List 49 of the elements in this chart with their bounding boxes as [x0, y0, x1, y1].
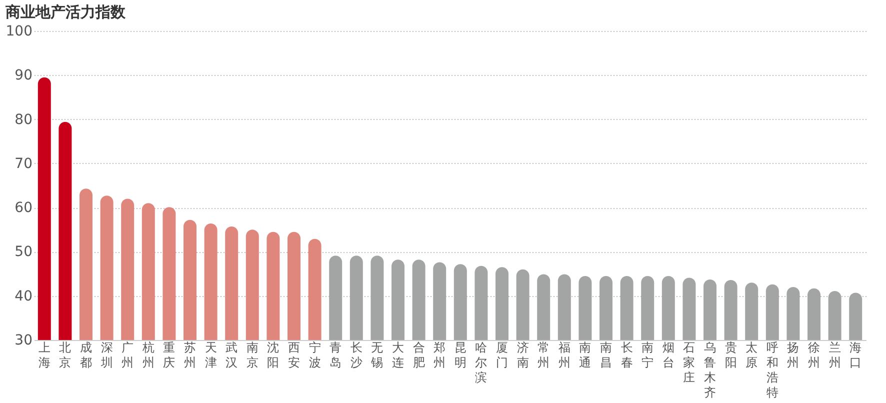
- chart-title: 商业地产活力指数: [4, 3, 126, 21]
- x-tick-label: 扬州: [787, 340, 800, 370]
- x-tick-label: 郑州: [434, 340, 446, 370]
- x-tick-label: 乌鲁木齐: [704, 340, 716, 400]
- x-tick-label: 青岛: [330, 340, 342, 370]
- x-tick-label: 厦门: [496, 340, 508, 370]
- y-tick-label: 30: [14, 332, 32, 348]
- x-tick-label: 南通: [579, 340, 592, 370]
- x-tick-label: 徐州: [808, 340, 820, 370]
- x-tick-label: 济南: [516, 340, 529, 370]
- x-tick-label: 无锡: [370, 340, 384, 370]
- x-tick-label: 福州: [558, 340, 570, 370]
- x-tick-label: 成都: [80, 340, 92, 370]
- x-tick-label: 北京: [59, 340, 72, 370]
- x-tick-label: 石家庄: [683, 340, 696, 384]
- x-tick-label: 上海: [38, 340, 50, 370]
- x-tick-label: 重庆: [163, 340, 176, 370]
- x-tick-label: 呼和浩特: [766, 340, 778, 400]
- x-tick-label: 沈阳: [267, 340, 280, 370]
- x-tick-label: 合肥: [412, 340, 425, 370]
- y-tick-label: 90: [14, 68, 32, 84]
- x-tick-label: 太原: [746, 340, 758, 370]
- x-tick-label: 长春: [620, 340, 633, 370]
- x-tick-label: 常州: [538, 340, 550, 370]
- x-tick-label: 南宁: [642, 340, 654, 370]
- y-tick-label: 60: [14, 200, 32, 216]
- x-tick-label: 哈尔滨: [475, 340, 488, 384]
- x-tick-label: 兰州: [828, 340, 841, 370]
- x-tick-label: 宁波: [308, 340, 321, 370]
- x-tick-label: 西安: [288, 340, 300, 370]
- x-tick-label: 海口: [850, 340, 862, 370]
- x-tick-label: 武汉: [226, 340, 238, 370]
- x-tick-label: 南京: [246, 340, 258, 370]
- x-tick-label: 烟台: [662, 340, 674, 370]
- y-tick-label: 40: [14, 288, 32, 304]
- x-tick-label: 长沙: [350, 340, 362, 370]
- y-tick-label: 70: [14, 156, 32, 172]
- x-tick-label: 贵阳: [724, 340, 737, 370]
- x-tick-label: 深圳: [100, 340, 113, 370]
- x-tick-label: 大连: [392, 340, 404, 370]
- x-tick-label: 苏州: [184, 340, 196, 370]
- y-tick-label: 100: [6, 24, 32, 40]
- y-tick-label: 50: [14, 244, 32, 260]
- x-tick-label: 天津: [204, 340, 217, 370]
- y-tick-label: 80: [14, 112, 32, 128]
- x-tick-label: 南昌: [600, 340, 612, 370]
- x-tick-label: 昆明: [454, 340, 466, 370]
- x-tick-label: 杭州: [141, 340, 154, 370]
- x-tick-label: 广州: [122, 340, 134, 370]
